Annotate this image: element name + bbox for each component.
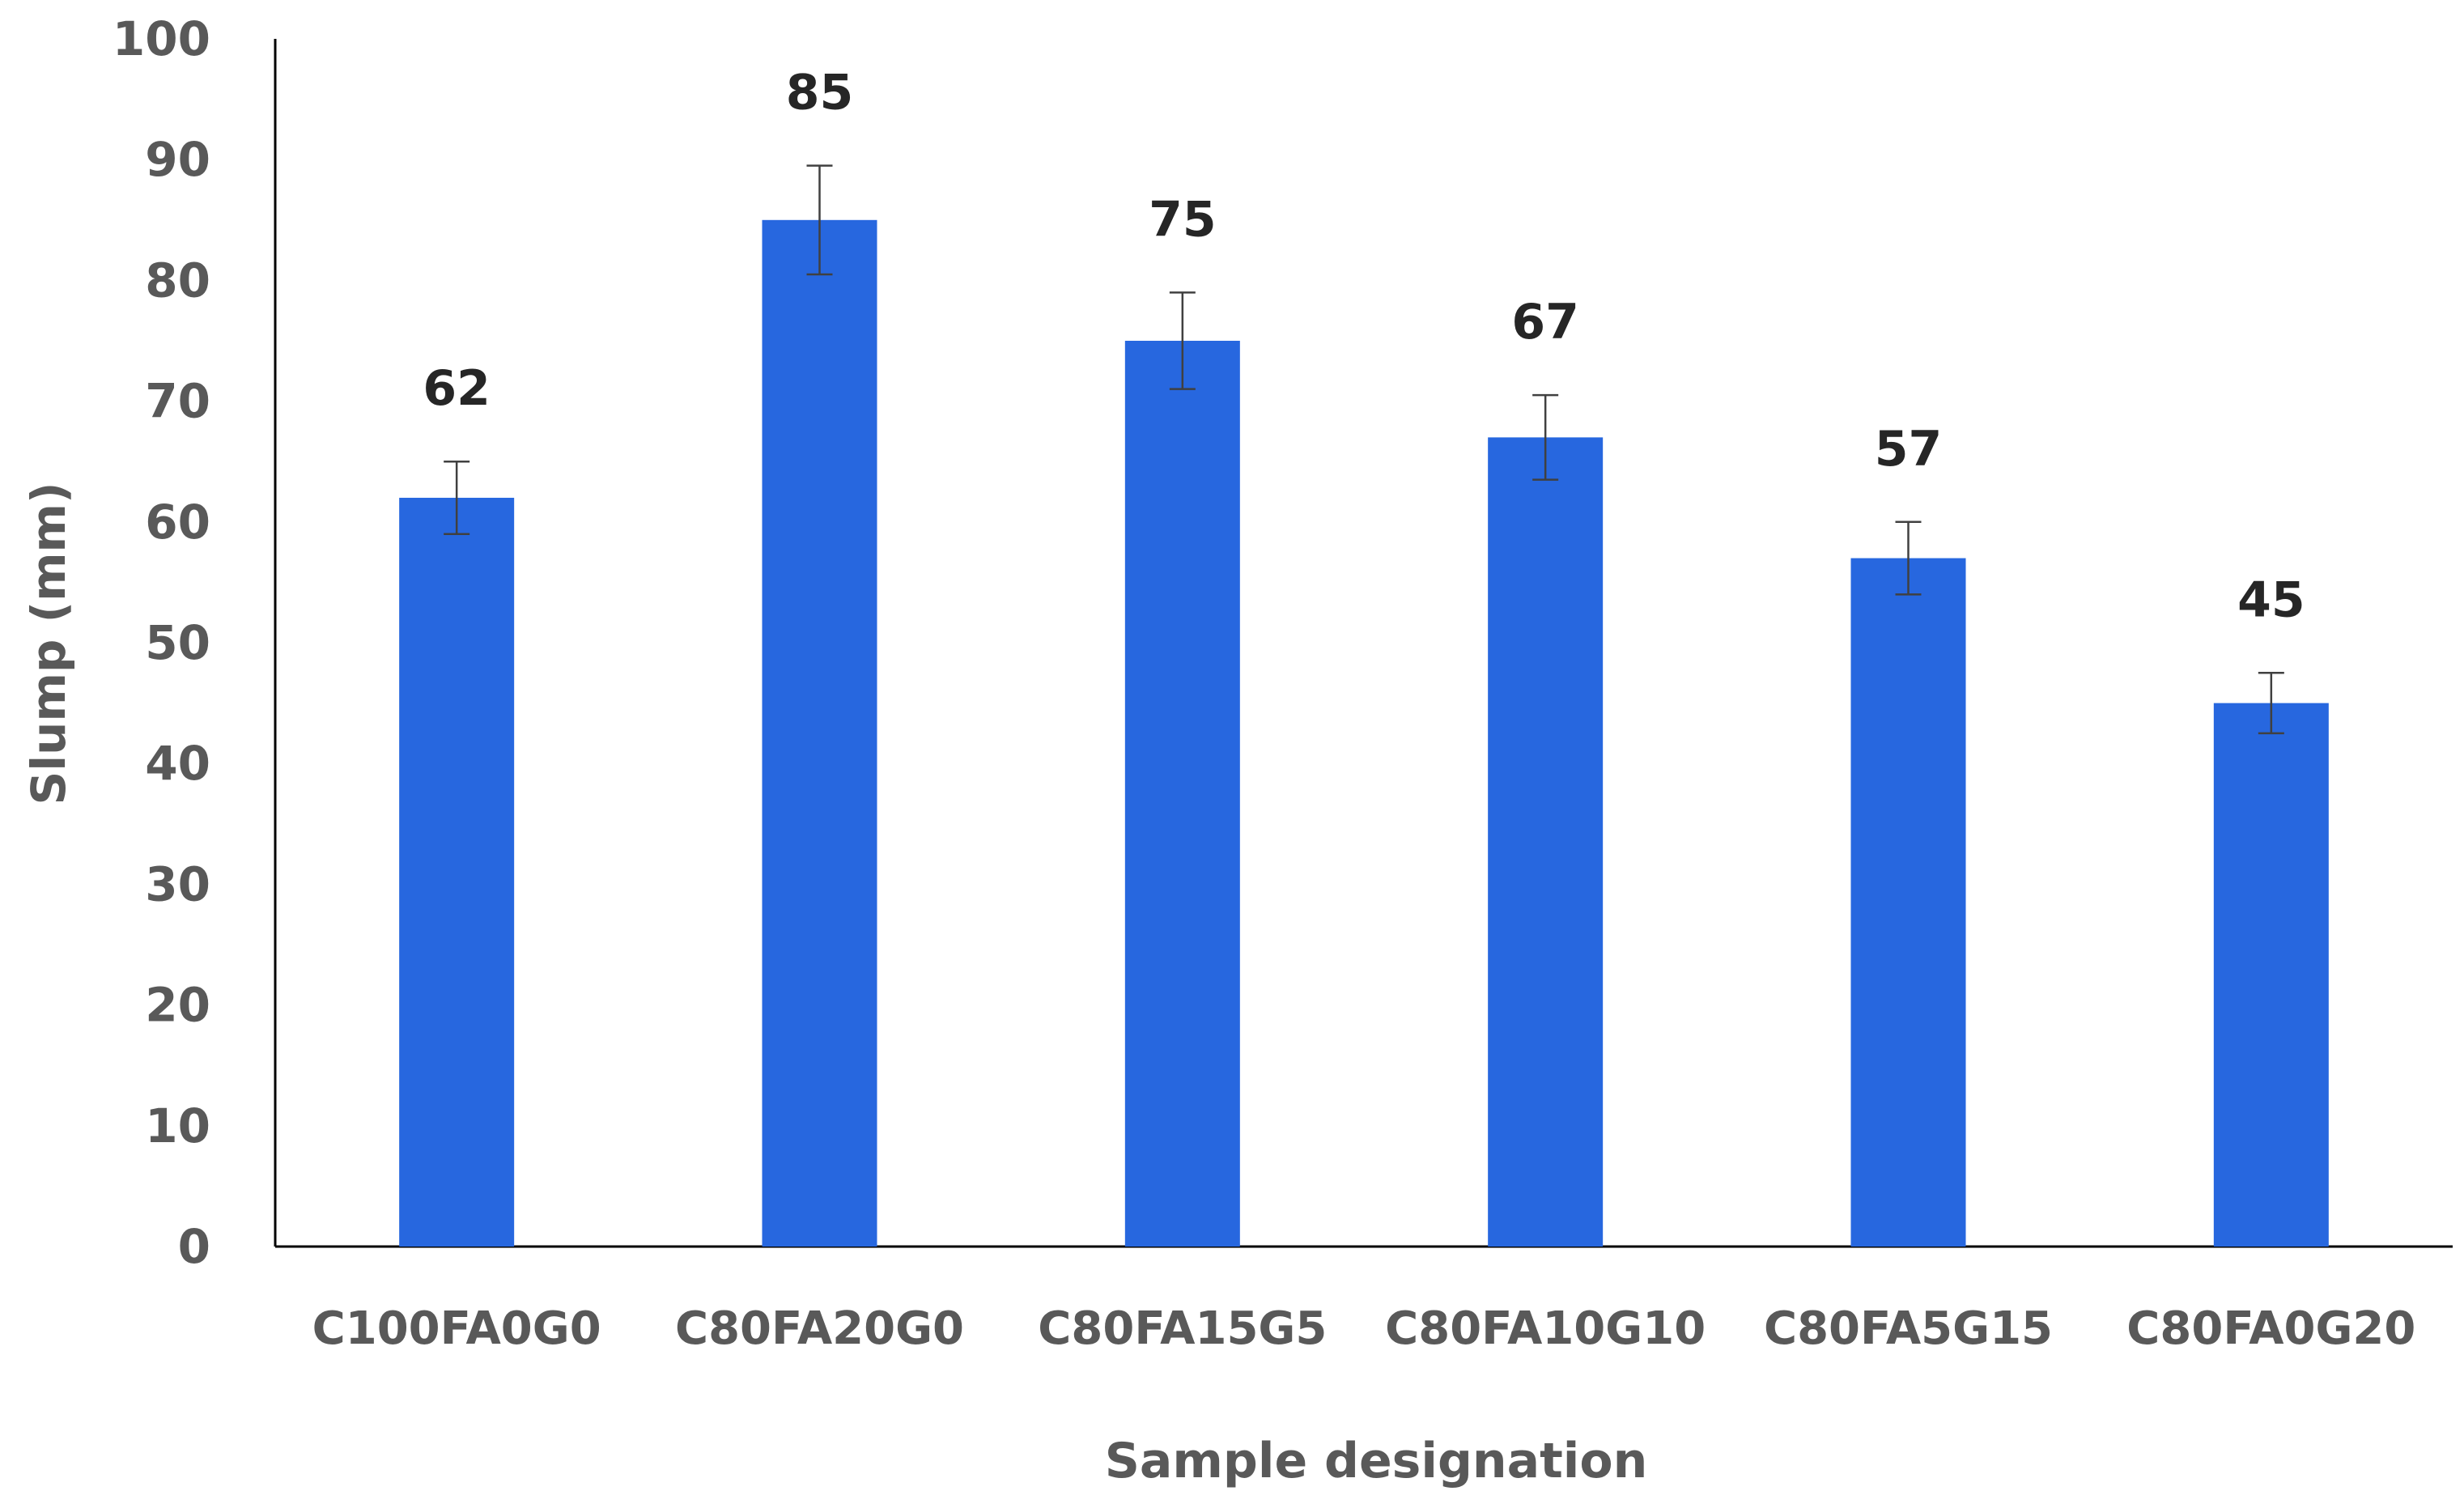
x-axis-title: Sample designation — [1105, 1433, 1648, 1489]
y-axis: 0 10 20 30 40 50 60 70 80 90 100 — [113, 11, 277, 1274]
y-tick-label: 90 — [145, 132, 210, 187]
x-tick-label: C80FA15G5 — [1038, 1302, 1327, 1355]
bar-c80fa5g15 — [1850, 558, 1966, 1247]
bar-c100fa0g0 — [399, 497, 515, 1247]
data-label: 62 — [423, 360, 491, 417]
data-labels: 62 85 75 67 57 45 — [423, 65, 2305, 629]
bar-c80fa10g10 — [1488, 437, 1604, 1247]
x-tick-label: C80FA0G20 — [2126, 1302, 2415, 1355]
error-bars — [444, 164, 2284, 735]
data-label: 75 — [1149, 191, 1217, 248]
x-axis: C100FA0G0 C80FA20G0 C80FA15G5 C80FA10G10 C80… — [275, 1245, 2453, 1355]
x-tick-label: C80FA10G10 — [1385, 1302, 1706, 1355]
bars — [399, 219, 2329, 1247]
y-axis-title: Slump (mm) — [21, 482, 76, 805]
y-tick-label: 20 — [145, 978, 210, 1033]
data-label: 45 — [2237, 571, 2305, 628]
y-tick-label: 0 — [178, 1219, 210, 1274]
y-tick-label: 50 — [145, 615, 210, 670]
y-tick-label: 80 — [145, 253, 210, 308]
bar-c80fa0g20 — [2213, 703, 2329, 1247]
y-tick-label: 40 — [145, 736, 210, 791]
y-tick-label: 100 — [113, 11, 210, 66]
data-label: 67 — [1511, 294, 1579, 350]
data-label: 85 — [786, 65, 854, 121]
x-tick-label: C100FA0G0 — [312, 1302, 601, 1355]
x-tick-label: C80FA20G0 — [675, 1302, 964, 1355]
data-label: 57 — [1875, 421, 1943, 478]
bar-c80fa20g0 — [762, 219, 877, 1247]
y-tick-label: 60 — [145, 495, 210, 550]
y-tick-label: 10 — [145, 1098, 210, 1153]
y-tick-label: 70 — [145, 374, 210, 429]
bar-c80fa15g5 — [1124, 341, 1240, 1247]
y-tick-label: 30 — [145, 856, 210, 911]
x-tick-label: C80FA5G15 — [1764, 1302, 2053, 1355]
